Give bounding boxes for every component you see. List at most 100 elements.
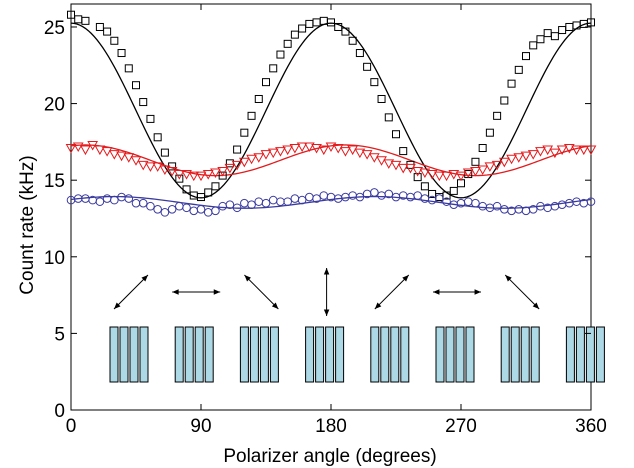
polarizer-bar bbox=[204, 326, 214, 383]
polarizer-bar bbox=[119, 326, 129, 383]
data-point bbox=[282, 145, 294, 156]
data-point bbox=[94, 145, 106, 156]
data-point bbox=[283, 39, 292, 48]
data-point bbox=[160, 148, 169, 157]
arrowhead bbox=[244, 275, 251, 282]
data-point bbox=[412, 166, 424, 177]
data-point bbox=[130, 156, 142, 166]
data-point bbox=[67, 10, 75, 19]
arrowhead bbox=[402, 275, 409, 282]
data-point bbox=[535, 147, 546, 157]
polarizer-bar bbox=[194, 326, 204, 383]
arrowhead bbox=[213, 289, 221, 295]
data-point bbox=[101, 147, 113, 157]
data-point bbox=[253, 153, 265, 163]
data-point bbox=[355, 192, 365, 202]
data-point bbox=[587, 18, 595, 27]
arrowhead bbox=[474, 289, 481, 295]
polarizer-bar bbox=[315, 326, 325, 383]
data-point bbox=[117, 49, 126, 58]
data-point bbox=[340, 147, 351, 157]
arrowhead bbox=[271, 302, 279, 309]
data-point bbox=[152, 162, 164, 172]
data-point bbox=[275, 147, 286, 157]
arrowhead bbox=[172, 289, 179, 295]
data-point bbox=[507, 79, 516, 88]
data-point bbox=[522, 52, 530, 61]
data-point bbox=[181, 170, 192, 180]
data-point bbox=[341, 27, 350, 36]
data-point bbox=[327, 18, 335, 27]
data-point bbox=[392, 130, 400, 139]
axes: 0 90 180 270 360 0 5 10 15 20 25 bbox=[44, 4, 607, 437]
data-point bbox=[116, 151, 127, 162]
data-point bbox=[246, 154, 257, 165]
data-point bbox=[563, 144, 575, 154]
arrowhead bbox=[141, 275, 148, 282]
data-point bbox=[376, 156, 387, 166]
data-point bbox=[471, 157, 480, 166]
data-point bbox=[124, 194, 134, 203]
data-point bbox=[110, 195, 119, 205]
data-point bbox=[204, 188, 213, 197]
data-point bbox=[383, 159, 395, 169]
x-tick-label: 180 bbox=[315, 416, 347, 437]
data-point bbox=[238, 157, 250, 168]
data-point bbox=[384, 189, 394, 199]
data-point bbox=[491, 160, 503, 171]
y-tick-label: 5 bbox=[54, 324, 65, 345]
data-point bbox=[231, 160, 243, 171]
data-point bbox=[370, 188, 379, 197]
data-point bbox=[455, 171, 467, 182]
data-point bbox=[556, 145, 568, 156]
polarizer-bar bbox=[510, 326, 520, 383]
data-point bbox=[571, 145, 582, 156]
data-point bbox=[146, 201, 155, 211]
polarizer-bar bbox=[435, 326, 445, 383]
data-point bbox=[354, 148, 366, 159]
polarizer-bar bbox=[380, 326, 390, 383]
data-point bbox=[303, 142, 315, 153]
data-point bbox=[433, 171, 445, 182]
x-axis-label: Polarizer angle (degrees) bbox=[223, 446, 436, 467]
arrowhead bbox=[323, 309, 330, 316]
data-point bbox=[267, 148, 279, 159]
data-point bbox=[426, 170, 438, 180]
data-point bbox=[585, 145, 597, 156]
data-point bbox=[276, 50, 285, 59]
data-point bbox=[110, 36, 119, 45]
arrowhead bbox=[114, 302, 121, 309]
data-point bbox=[173, 170, 185, 180]
data-point bbox=[513, 153, 525, 163]
polarizer-inset bbox=[109, 268, 605, 383]
polarizer-bar bbox=[520, 326, 530, 383]
data-point bbox=[211, 206, 220, 216]
data-point bbox=[132, 81, 140, 90]
data-point bbox=[262, 78, 270, 87]
data-point bbox=[397, 163, 409, 174]
data-point bbox=[80, 145, 91, 156]
polarizer-bar bbox=[445, 326, 455, 383]
polarizer-bar bbox=[465, 326, 475, 383]
data-point bbox=[108, 150, 120, 160]
data-point bbox=[332, 144, 344, 154]
polarizer-bar bbox=[335, 326, 345, 383]
data-point bbox=[283, 197, 292, 206]
data-point bbox=[254, 94, 263, 103]
data-point bbox=[550, 32, 559, 41]
data-point bbox=[377, 94, 386, 103]
y-tick-label: 15 bbox=[44, 171, 65, 192]
data-point bbox=[145, 162, 156, 172]
data-point bbox=[399, 147, 408, 156]
data-point bbox=[296, 142, 308, 153]
data-point bbox=[549, 148, 561, 159]
data-point bbox=[247, 200, 256, 210]
data-point bbox=[138, 198, 148, 208]
polarizer-bar bbox=[269, 326, 279, 383]
data-point bbox=[500, 96, 509, 105]
polarizer-bar bbox=[565, 326, 575, 383]
data-point bbox=[260, 150, 272, 160]
data-point bbox=[478, 144, 487, 153]
data-point bbox=[261, 198, 271, 208]
data-point bbox=[370, 78, 379, 87]
